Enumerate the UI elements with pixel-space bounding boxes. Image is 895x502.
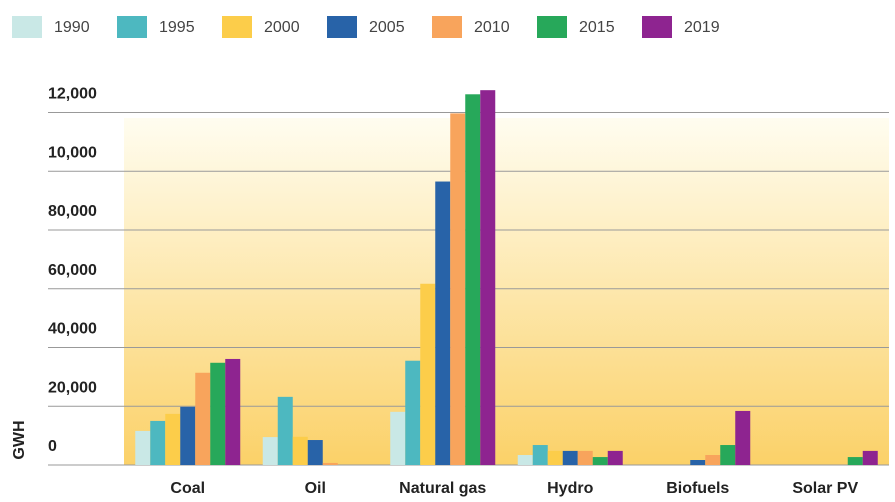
bar — [150, 420, 166, 465]
bar — [225, 358, 241, 465]
y-tick-label: 12,000 — [48, 86, 97, 103]
bar — [195, 372, 211, 465]
bar — [592, 457, 608, 465]
legend-swatch — [642, 16, 672, 38]
x-tick-label: Solar PV — [792, 480, 858, 497]
y-axis-label: GWH — [11, 420, 28, 459]
x-tick-label: Coal — [170, 480, 205, 497]
x-tick-label: Natural gas — [399, 480, 486, 497]
bar — [847, 457, 863, 465]
bar — [450, 113, 466, 465]
bar — [322, 462, 338, 465]
bar — [165, 413, 181, 465]
bar — [735, 410, 751, 465]
y-tick-label: 0 — [48, 438, 57, 455]
x-tick-label: Oil — [305, 480, 326, 497]
legend-swatch — [537, 16, 567, 38]
bar — [705, 455, 721, 465]
legend-swatch — [12, 16, 42, 38]
bar — [420, 283, 436, 465]
bar — [517, 455, 533, 465]
bar — [390, 411, 406, 465]
bar — [405, 360, 421, 465]
bar — [547, 450, 563, 465]
bar — [690, 460, 706, 465]
bar — [532, 445, 548, 465]
bar — [277, 396, 293, 465]
x-tick-label: Hydro — [547, 480, 593, 497]
y-tick-label: 40,000 — [48, 321, 97, 338]
bar — [577, 450, 593, 465]
y-tick-label: 20,000 — [48, 379, 97, 396]
legend-label: 2010 — [474, 19, 510, 36]
legend-label: 1995 — [159, 19, 195, 36]
bar — [562, 450, 578, 465]
legend-label: 2005 — [369, 19, 405, 36]
bar — [180, 406, 196, 465]
legend-label: 2000 — [264, 19, 300, 36]
legend-label: 2019 — [684, 19, 720, 36]
bar — [720, 445, 736, 465]
bar — [135, 430, 151, 465]
plot-background — [124, 118, 889, 465]
legend-swatch — [117, 16, 147, 38]
bar — [862, 450, 878, 465]
legend-swatch — [432, 16, 462, 38]
bar — [307, 440, 323, 465]
bar — [210, 362, 226, 465]
y-tick-label: 60,000 — [48, 262, 97, 279]
legend-label: 1990 — [54, 19, 90, 36]
legend-swatch — [327, 16, 357, 38]
bar — [480, 90, 496, 466]
bar — [262, 437, 278, 465]
bar — [607, 450, 623, 465]
legend-swatch — [222, 16, 252, 38]
x-tick-label: Biofuels — [666, 480, 729, 497]
bar — [435, 181, 451, 465]
legend-label: 2015 — [579, 19, 615, 36]
y-tick-label: 10,000 — [48, 144, 97, 161]
bar — [292, 436, 308, 465]
bar — [465, 94, 481, 465]
y-tick-label: 80,000 — [48, 203, 97, 220]
